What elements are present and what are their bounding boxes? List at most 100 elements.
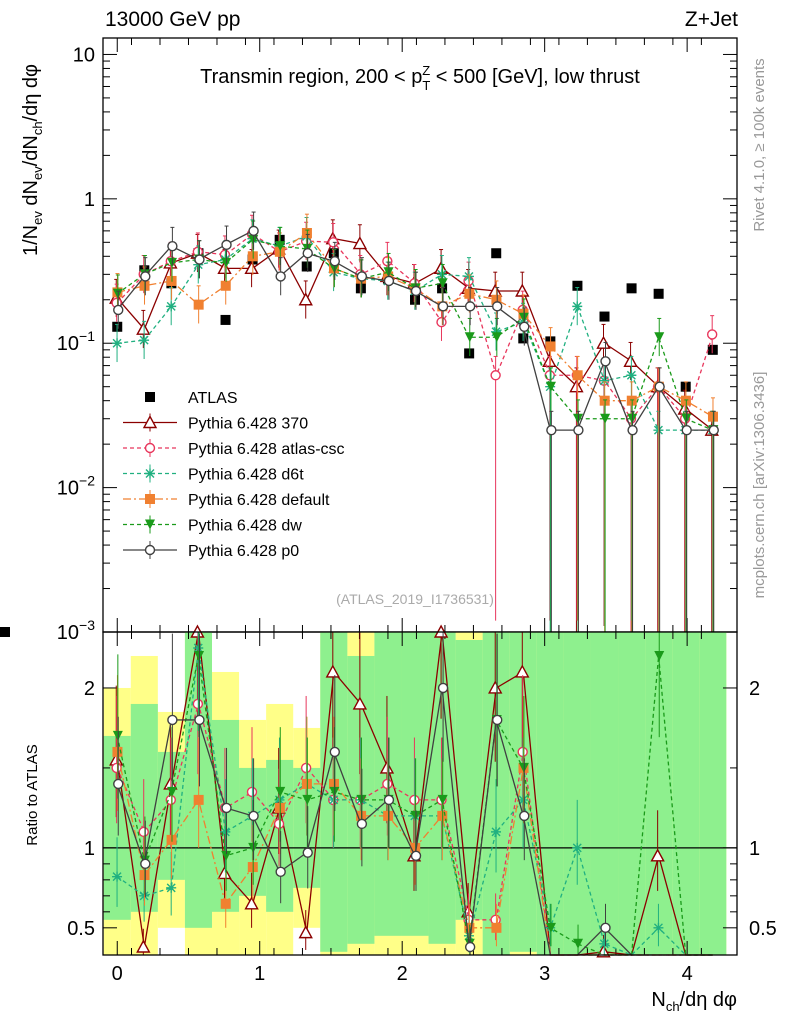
ratio-point <box>111 762 122 774</box>
data-point <box>491 294 502 305</box>
data-point <box>519 321 530 332</box>
data-point <box>545 381 556 392</box>
data-point <box>139 335 150 346</box>
ratio-point <box>491 826 502 837</box>
ratio-point <box>298 925 313 939</box>
data-point <box>301 261 312 272</box>
ratio-point <box>383 794 395 806</box>
header-right: Z+Jet <box>685 8 738 31</box>
data-point <box>464 301 476 312</box>
data-point <box>113 304 124 316</box>
ratio-y-tick-label: 0.5 <box>67 918 95 940</box>
series-6 <box>113 211 719 632</box>
ratio-point <box>112 871 123 882</box>
legend-marker <box>142 415 158 429</box>
ratio-point <box>248 810 259 822</box>
ratio-point <box>138 826 149 838</box>
uncertainty-band-inner <box>699 632 727 955</box>
ratio-axes: 0.5 0.5 1 1 2 2 0 1 2 3 4 <box>67 632 777 985</box>
data-point <box>627 424 638 436</box>
ratio-ylabel: Ratio to ATLAS <box>24 744 41 845</box>
series-0 <box>0 234 718 637</box>
data-point <box>140 271 151 282</box>
data-point <box>136 321 151 335</box>
y-tick-label: 1 <box>84 189 95 211</box>
ratio-point <box>437 794 448 805</box>
uncertainty-band-inner <box>618 632 646 955</box>
x-tick-label: 1 <box>254 963 265 985</box>
ratio-point <box>599 938 610 949</box>
ratio-series <box>109 624 713 958</box>
ratio-point <box>193 794 204 805</box>
y-tick-label: 10 <box>73 44 95 66</box>
data-point <box>436 269 447 280</box>
legend-label: Pythia 6.428 atlas-csc <box>188 441 345 458</box>
data-point <box>546 424 557 436</box>
data-point <box>600 413 611 424</box>
legend-label: Pythia 6.428 dw <box>188 518 302 535</box>
ratio-y-tick-label-right: 0.5 <box>749 918 777 940</box>
data-point <box>572 280 583 291</box>
data-point <box>681 424 692 436</box>
ratio-point <box>194 714 205 726</box>
ratio-point <box>136 939 151 953</box>
ratio-point <box>437 682 449 694</box>
y-tick-label: 10−2 <box>57 473 95 500</box>
ratio-point <box>166 882 177 893</box>
data-point <box>193 299 204 310</box>
main-title: Transmin region, 200 < pTZ < 500 [GeV], … <box>200 63 640 93</box>
ratio-panel: 0.5 0.5 1 1 2 2 0 1 2 3 4 Ratio to ATLAS Nch/dη dφ <box>24 624 777 1014</box>
ratio-y-tick-label: 1 <box>84 838 95 860</box>
ratio-point <box>329 746 341 758</box>
ratio-series-5 <box>113 632 713 956</box>
data-point <box>275 271 286 282</box>
data-point <box>464 348 475 359</box>
data-point <box>436 316 447 328</box>
ratio-point <box>464 941 476 953</box>
data-point <box>167 240 178 252</box>
ratio-point <box>410 850 422 862</box>
data-point <box>599 311 610 322</box>
ratio-point <box>166 786 177 797</box>
uncertainty-band-inner <box>590 632 619 955</box>
mcplots-label: mcplots.cern.ch [arXiv:1306.3436] <box>751 372 768 599</box>
data-point <box>0 627 10 637</box>
data-point <box>302 248 313 259</box>
ratio-frame <box>102 631 738 956</box>
data-point <box>626 283 637 294</box>
data-point <box>383 275 395 287</box>
data-point <box>626 370 637 381</box>
data-point <box>491 326 502 337</box>
data-point <box>248 225 259 237</box>
ratio-point <box>356 818 368 830</box>
legend-marker <box>145 392 155 402</box>
ratio-point <box>491 922 502 933</box>
data-point <box>464 332 475 343</box>
x-tick-label: 4 <box>682 963 693 985</box>
ratio-y-tick-label-right: 1 <box>749 838 760 860</box>
data-point <box>573 424 584 436</box>
ratio-point <box>193 642 204 653</box>
legend: ATLAS Pythia 6.428 370 Pythia 6.428 atlas-… <box>123 390 345 560</box>
uncertainty-band-inner <box>563 632 591 955</box>
x-axis-label: Nch/dη dφ <box>651 989 737 1014</box>
data-point <box>220 280 231 291</box>
ratio-point <box>572 842 583 853</box>
ratio-point <box>165 794 176 806</box>
ratio-point <box>545 922 556 933</box>
ratio-point <box>140 858 151 870</box>
data-point <box>654 332 665 343</box>
main-panel: 10−3 10−2 10−1 1 10 Transmin region, 200 < p… <box>0 37 738 644</box>
ratio-point <box>113 778 124 790</box>
ratio-point <box>488 680 503 694</box>
data-point <box>654 381 665 392</box>
legend-marker <box>145 468 155 479</box>
ratio-point <box>275 866 286 878</box>
x-tick-label: 3 <box>539 963 550 985</box>
data-point <box>352 236 368 250</box>
data-point <box>112 338 123 349</box>
legend-marker <box>145 494 155 504</box>
data-point <box>193 259 204 270</box>
data-point <box>492 301 503 312</box>
